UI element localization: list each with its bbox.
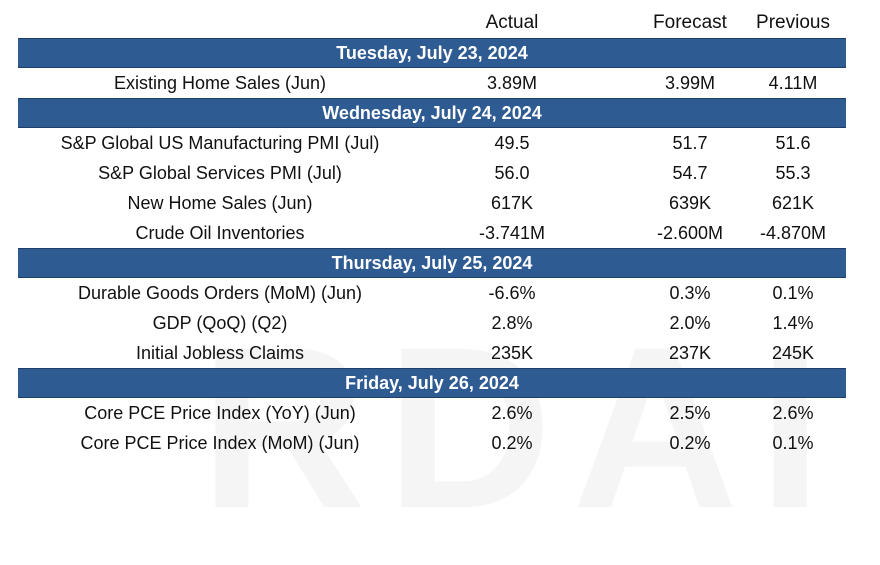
event-actual: -6.6% [488, 283, 536, 303]
event-previous: 51.6 [775, 133, 811, 153]
event-forecast: 0.2% [669, 433, 711, 453]
table-row: S&P Global US Manufacturing PMI (Jul) 49… [18, 128, 846, 158]
event-name: S&P Global Services PMI (Jul) [98, 163, 342, 183]
event-name: New Home Sales (Jun) [127, 193, 313, 213]
table-row: Initial Jobless Claims 235K 237K 245K [18, 338, 846, 368]
event-forecast: 0.3% [669, 283, 711, 303]
table-row: GDP (QoQ) (Q2) 2.8% 2.0% 1.4% [18, 308, 846, 338]
event-previous: 0.1% [772, 433, 814, 453]
header-previous: Previous [756, 12, 830, 33]
event-forecast: -2.600M [656, 223, 724, 243]
event-forecast: 639K [668, 193, 712, 213]
table-row: S&P Global Services PMI (Jul) 56.0 54.7 … [18, 158, 846, 188]
day-header-friday: Friday, July 26, 2024 [18, 368, 846, 398]
table-row: Core PCE Price Index (MoM) (Jun) 0.2% 0.… [18, 428, 846, 458]
event-previous: 4.11M [768, 73, 818, 93]
table-row: Durable Goods Orders (MoM) (Jun) -6.6% 0… [18, 278, 846, 308]
event-actual: -3.741M [478, 223, 546, 243]
table-row: Crude Oil Inventories -3.741M -2.600M -4… [18, 218, 846, 248]
event-forecast: 3.99M [664, 73, 716, 93]
event-previous: 55.3 [775, 163, 811, 183]
event-name: Existing Home Sales (Jun) [113, 73, 327, 93]
event-actual: 617K [490, 193, 534, 213]
day-header-tuesday: Tuesday, July 23, 2024 [18, 38, 846, 68]
event-actual: 235K [490, 343, 534, 363]
event-previous: 0.1% [772, 283, 814, 303]
event-actual: 2.6% [491, 403, 533, 423]
event-forecast: 2.0% [669, 313, 711, 333]
event-actual: 3.89M [486, 73, 538, 93]
event-name: Core PCE Price Index (YoY) (Jun) [84, 403, 356, 423]
event-actual: 2.8% [491, 313, 533, 333]
event-previous: 621K [771, 193, 815, 213]
event-name: Core PCE Price Index (MoM) (Jun) [80, 433, 360, 453]
event-previous: 2.6% [772, 403, 814, 423]
event-previous: 1.4% [772, 313, 814, 333]
day-header-wednesday: Wednesday, July 24, 2024 [18, 98, 846, 128]
event-name: Durable Goods Orders (MoM) (Jun) [77, 283, 363, 303]
event-name: S&P Global US Manufacturing PMI (Jul) [60, 133, 380, 153]
header-forecast: Forecast [653, 12, 727, 33]
event-previous: -4.870M [759, 223, 827, 243]
event-forecast: 237K [668, 343, 712, 363]
table-row: New Home Sales (Jun) 617K 639K 621K [18, 188, 846, 218]
day-header-thursday: Thursday, July 25, 2024 [18, 248, 846, 278]
table-header: Actual Forecast Previous [18, 8, 846, 38]
table-row: Existing Home Sales (Jun) 3.89M 3.99M 4.… [18, 68, 846, 98]
event-previous: 245K [771, 343, 815, 363]
event-name: GDP (QoQ) (Q2) [152, 313, 288, 333]
table-row: Core PCE Price Index (YoY) (Jun) 2.6% 2.… [18, 398, 846, 428]
event-forecast: 51.7 [672, 133, 708, 153]
header-actual: Actual [485, 12, 539, 33]
economic-calendar-table: Actual Forecast Previous Tuesday, July 2… [18, 8, 846, 458]
event-actual: 49.5 [494, 133, 530, 153]
event-actual: 56.0 [494, 163, 530, 183]
event-forecast: 54.7 [672, 163, 708, 183]
event-forecast: 2.5% [669, 403, 711, 423]
event-name: Initial Jobless Claims [135, 343, 305, 363]
event-name: Crude Oil Inventories [135, 223, 305, 243]
event-actual: 0.2% [491, 433, 533, 453]
